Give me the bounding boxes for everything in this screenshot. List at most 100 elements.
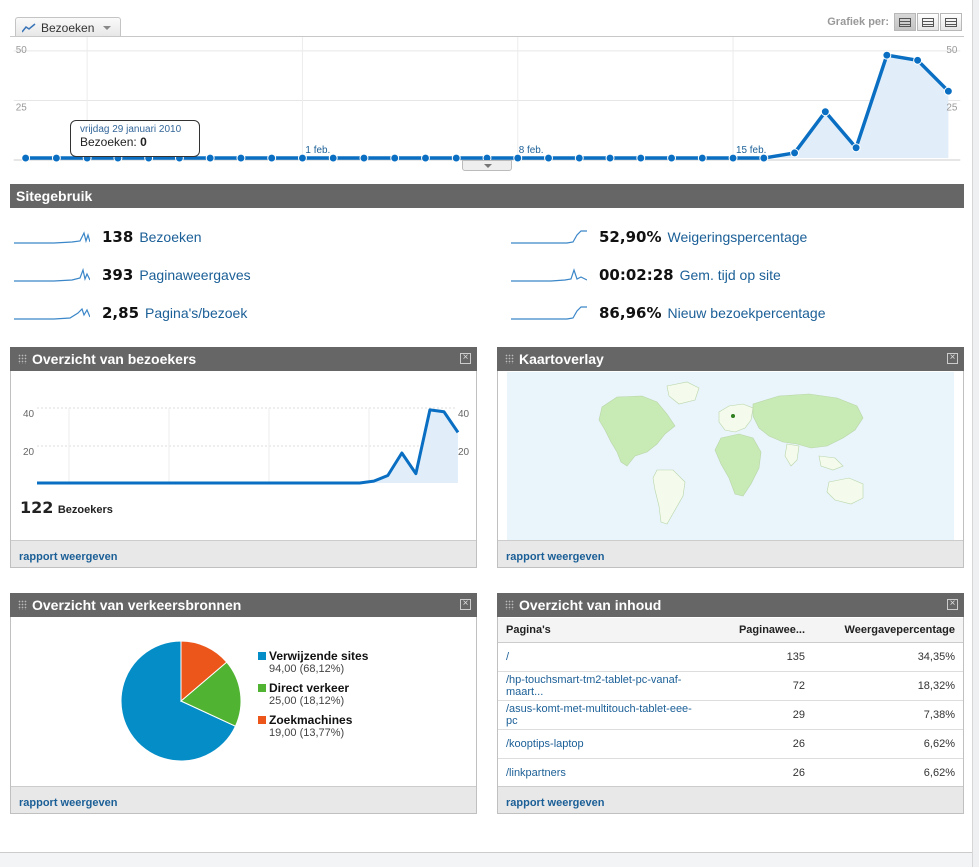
data-point[interactable] (605, 153, 615, 163)
page-link[interactable]: / (498, 642, 703, 672)
map-widget-footer: rapport weergeven (498, 540, 963, 567)
graph-by-month-button[interactable] (940, 13, 962, 31)
legend-swatch (258, 716, 266, 724)
map-land-india (784, 443, 800, 467)
data-point[interactable] (759, 153, 769, 163)
table-row: /135 34,35% (498, 642, 963, 672)
close-icon[interactable]: × (460, 599, 471, 610)
pie-slice-1[interactable] (180, 661, 242, 727)
data-point[interactable] (728, 153, 738, 163)
drag-grip-icon[interactable] (505, 354, 514, 364)
pie-slice-2[interactable] (180, 640, 228, 703)
y-axis-mid-left: 25 (16, 102, 28, 113)
close-icon[interactable]: × (947, 353, 958, 364)
data-point[interactable] (21, 153, 31, 163)
traffic-pie-chart[interactable] (116, 636, 246, 766)
scrollbar-track[interactable] (972, 0, 979, 867)
chart-expand-handle[interactable] (462, 160, 512, 171)
stat-1: 393 Paginaweergaves (14, 264, 251, 286)
content-report-link[interactable]: rapport weergeven (506, 797, 605, 809)
stat-label[interactable]: Paginaweergaves (139, 267, 251, 283)
drag-grip-icon[interactable] (505, 600, 514, 610)
data-point[interactable] (267, 153, 277, 163)
stat-0: 138 Bezoeken (14, 226, 202, 248)
data-point[interactable] (636, 153, 646, 163)
chart-tooltip: vrijdag 29 januari 2010 Bezoeken: 0 (70, 120, 200, 157)
visitors-widget: Overzicht van bezoekers × 40 20 40 20 122… (10, 347, 477, 568)
stat-label[interactable]: Bezoeken (139, 229, 202, 245)
data-point[interactable] (297, 153, 307, 163)
graph-by-day-button[interactable] (894, 13, 916, 31)
data-point[interactable] (851, 143, 861, 153)
page-link[interactable]: /kooptips-laptop (498, 729, 703, 759)
traffic-report-link[interactable]: rapport weergeven (19, 797, 118, 809)
stat-label[interactable]: Nieuw bezoekpercentage (667, 305, 826, 321)
percentage-cell: 6,62% (813, 758, 963, 788)
map-land-north-america (598, 395, 676, 467)
data-point[interactable] (328, 153, 338, 163)
data-point[interactable] (205, 153, 215, 163)
page-link[interactable]: /hp-touchsmart-tm2-tablet-pc-vanaf-maart… (498, 671, 703, 701)
data-point[interactable] (697, 153, 707, 163)
data-point[interactable] (421, 153, 430, 163)
view-week-icon (922, 17, 934, 27)
y-axis-max-right: 50 (946, 45, 958, 56)
legend-name: Direct verkeer (269, 681, 350, 695)
data-point[interactable] (913, 55, 923, 65)
data-point[interactable] (943, 86, 953, 96)
close-icon[interactable]: × (947, 599, 958, 610)
content-widget-footer: rapport weergeven (498, 786, 963, 813)
traffic-widget-header[interactable]: Overzicht van verkeersbronnen × (10, 593, 477, 617)
traffic-widget-footer: rapport weergeven (11, 786, 476, 813)
x-label-feb8: 8 feb. (519, 145, 544, 156)
data-point[interactable] (513, 153, 523, 163)
map-land-africa (714, 433, 762, 497)
stat-label[interactable]: Pagina's/bezoek (145, 305, 248, 321)
legend-name: Zoekmachines (269, 713, 353, 727)
map-report-link[interactable]: rapport weergeven (506, 551, 605, 563)
visitors-chart: 40 20 40 20 (23, 407, 470, 485)
close-icon[interactable]: × (460, 353, 471, 364)
sparkline (511, 306, 587, 320)
data-point[interactable] (574, 153, 584, 163)
metric-dropdown-label: Bezoeken (41, 20, 95, 35)
map-widget-header[interactable]: Kaartoverlay × (497, 347, 964, 371)
col-header-pageviews[interactable]: Paginawee... (703, 618, 813, 643)
x-label-feb1: 1 feb. (305, 145, 330, 156)
visitors-total-label: Bezoekers (57, 504, 113, 516)
col-header-pages[interactable]: Pagina's (498, 618, 703, 643)
visitors-total: 122 Bezoekers (20, 498, 113, 518)
stat-label[interactable]: Gem. tijd op site (679, 267, 781, 283)
data-point[interactable] (882, 50, 892, 60)
data-point[interactable] (820, 107, 830, 117)
visitors-total-number: 122 (20, 498, 54, 517)
data-point[interactable] (544, 153, 553, 163)
stat-value: 2,85 (102, 304, 140, 322)
sparkline (14, 307, 90, 320)
metric-dropdown[interactable]: Bezoeken (15, 17, 121, 37)
data-point[interactable] (790, 148, 800, 158)
pie-slice-0[interactable] (120, 640, 237, 762)
drag-grip-icon[interactable] (18, 354, 27, 364)
visitors-report-link[interactable]: rapport weergeven (19, 551, 118, 563)
content-widget-header[interactable]: Overzicht van inhoud × (497, 593, 964, 617)
tooltip-date: vrijdag 29 januari 2010 (80, 124, 182, 135)
data-point[interactable] (51, 153, 61, 163)
world-map[interactable] (507, 372, 954, 540)
stat-label[interactable]: Weigeringspercentage (667, 229, 808, 245)
drag-grip-icon[interactable] (18, 600, 27, 610)
data-point[interactable] (359, 153, 369, 163)
legend-swatch (258, 684, 266, 692)
graph-per-label: Grafiek per: (827, 16, 889, 28)
data-point[interactable] (236, 153, 246, 163)
visitors-widget-header[interactable]: Overzicht van bezoekers × (10, 347, 477, 371)
data-point[interactable] (390, 153, 400, 163)
data-point[interactable] (451, 153, 461, 163)
data-point[interactable] (667, 153, 677, 163)
page-link[interactable]: /linkpartners (498, 758, 703, 788)
page-link[interactable]: /asus-komt-met-multitouch-tablet-eee-pc (498, 700, 703, 730)
col-header-percentage[interactable]: Weergavepercentage (813, 618, 963, 643)
legend-value: 25,00 (18,12%) (269, 695, 345, 707)
graph-by-week-button[interactable] (917, 13, 939, 31)
map-land-asia (752, 393, 864, 449)
